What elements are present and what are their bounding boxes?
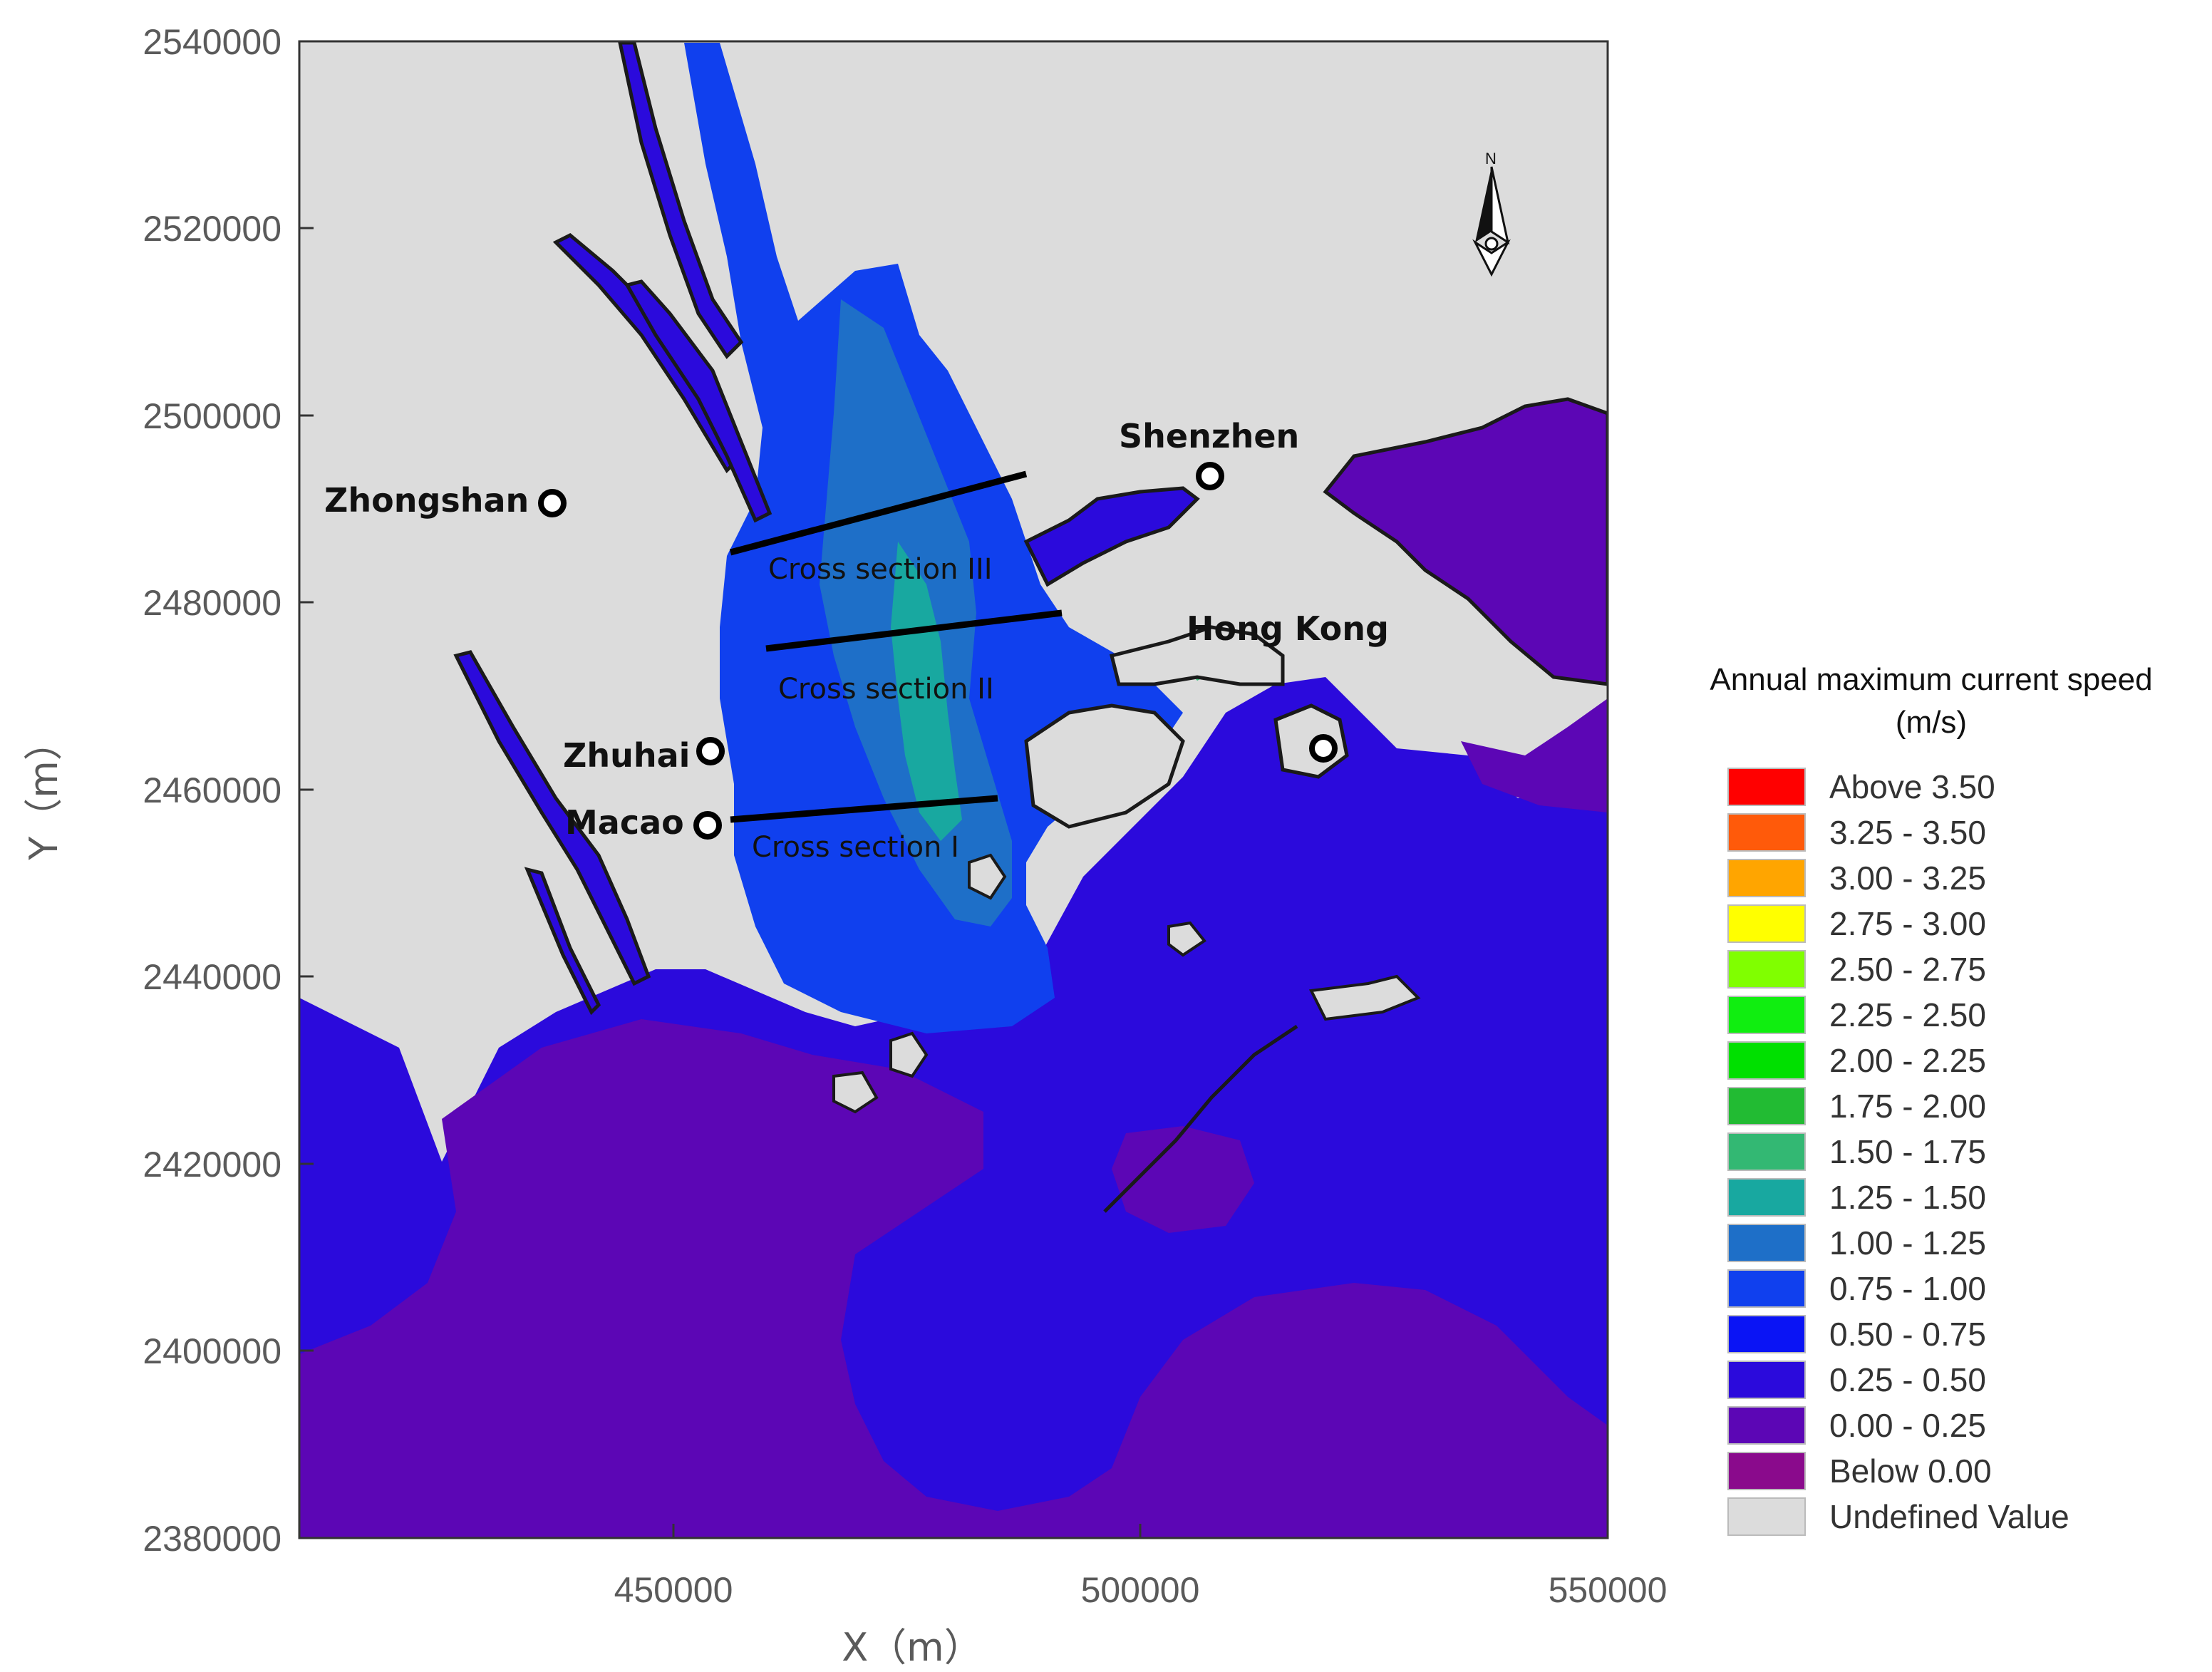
x-tick-label: 500000	[1081, 1570, 1200, 1610]
legend-label: 3.00 - 3.25	[1829, 860, 1986, 897]
mirs-bay	[1323, 397, 1608, 686]
y-tick-label: 2400000	[143, 1331, 281, 1371]
lantau-island	[1024, 703, 1185, 829]
y-tick-label: 2420000	[143, 1145, 281, 1185]
legend-swatch	[1727, 813, 1806, 852]
kowloon-land	[1109, 625, 1285, 686]
channel-zone-faster	[891, 542, 962, 841]
river-channel-north-1	[618, 41, 744, 359]
island-south-2	[832, 1070, 879, 1114]
legend-swatch	[1727, 1132, 1806, 1171]
legend-label: Below 0.00	[1829, 1452, 1992, 1490]
legend-swatch	[1727, 1178, 1806, 1217]
city-label-zhongshan: Zhongshan	[324, 481, 529, 520]
cross-section-3-label: Cross section III	[768, 553, 993, 586]
y-tick-label: 2380000	[143, 1519, 281, 1559]
legend-swatch	[1727, 1406, 1806, 1445]
legend: Annual maximum current speed (m/s) Above…	[1710, 662, 2153, 1536]
cross-section-1-label: Cross section I	[752, 831, 959, 864]
legend-label: 2.75 - 3.00	[1829, 905, 1986, 942]
x-tick-label: 450000	[614, 1570, 733, 1610]
city-marker-zhongshan	[538, 489, 567, 517]
island-chain	[1103, 1024, 1298, 1213]
legend-swatch	[1727, 1224, 1806, 1262]
sea-zone-low-east	[1112, 1126, 1254, 1233]
y-tick-label: 2500000	[143, 396, 281, 436]
legend-label: 1.00 - 1.25	[1829, 1224, 1986, 1261]
city-marker-macao	[693, 811, 722, 840]
legend-label: 0.00 - 0.25	[1829, 1407, 1986, 1444]
legend-label: 3.25 - 3.50	[1829, 814, 1986, 851]
legend-items: Above 3.50 3.25 - 3.50 3.00 - 3.25 2.75 - 3…	[1727, 768, 2069, 1536]
city-label-shenzhen: Shenzhen	[1119, 417, 1299, 455]
sea-zone-low-hk	[1461, 698, 1608, 812]
river-channel-west-1	[453, 650, 651, 986]
island-south-1	[889, 1031, 929, 1078]
legend-swatch	[1727, 1087, 1806, 1125]
legend-swatch	[1727, 1361, 1806, 1399]
city-marker-hong-kong	[1309, 734, 1338, 763]
legend-title-line2: (m/s)	[1896, 705, 1967, 740]
x-tick-label: 550000	[1549, 1570, 1668, 1610]
legend-label: Undefined Value	[1829, 1498, 2069, 1535]
north-label: N	[1485, 150, 1497, 167]
y-tick-label: 2520000	[143, 209, 281, 249]
sea-zone-low-west	[299, 1019, 1608, 1538]
legend-label: 2.25 - 2.50	[1829, 996, 1986, 1033]
legend-label: 2.00 - 2.25	[1829, 1042, 1986, 1079]
legend-label: 0.75 - 1.00	[1829, 1270, 1986, 1307]
legend-swatch	[1727, 996, 1806, 1034]
cross-section-1-line	[730, 795, 998, 823]
island-south-5	[968, 853, 1007, 900]
legend-swatch	[1727, 1041, 1806, 1080]
city-marker-zhuhai	[696, 737, 725, 765]
city-label-hong-kong: Hong Kong	[1187, 609, 1389, 648]
city-marker-shenzhen	[1196, 462, 1224, 490]
legend-swatch	[1727, 1497, 1806, 1536]
legend-swatch	[1727, 768, 1806, 806]
legend-swatch	[1727, 1452, 1806, 1490]
y-tick-label: 2480000	[143, 583, 281, 623]
legend-label: 1.75 - 2.00	[1829, 1088, 1986, 1125]
legend-label: 1.25 - 1.50	[1829, 1179, 1986, 1216]
y-axis: 2540000 2520000 2500000 2480000 2460000 …	[143, 22, 314, 1559]
x-axis-title: X（m）	[842, 1625, 983, 1670]
legend-swatch	[1727, 1269, 1806, 1308]
north-arrow-icon: N	[1472, 150, 1511, 277]
cross-section-2-line	[765, 609, 1063, 652]
legend-swatch	[1727, 1315, 1806, 1353]
legend-label: 0.50 - 0.75	[1829, 1316, 1986, 1353]
legend-label: 0.25 - 0.50	[1829, 1361, 1986, 1398]
cross-section-2-label: Cross section II	[778, 673, 994, 706]
island-south-3	[1308, 974, 1421, 1021]
city-label-macao: Macao	[565, 803, 684, 842]
river-channel-north-3	[624, 279, 772, 523]
legend-label: 1.50 - 1.75	[1829, 1133, 1986, 1170]
y-tick-label: 2460000	[143, 770, 281, 810]
island-south-4	[1167, 921, 1206, 957]
legend-swatch	[1727, 904, 1806, 943]
y-tick-label: 2540000	[143, 22, 281, 62]
cross-section-3-line	[729, 470, 1028, 556]
shenzhen-bay	[1023, 486, 1200, 587]
x-axis: 450000 500000 550000	[614, 1524, 1668, 1610]
legend-swatch	[1727, 859, 1806, 897]
legend-title-line1: Annual maximum current speed	[1710, 662, 2152, 697]
y-axis-title: Y（m）	[21, 722, 66, 861]
y-tick-label: 2440000	[143, 957, 281, 997]
city-label-zhuhai: Zhuhai	[563, 736, 690, 775]
legend-label: Above 3.50	[1829, 768, 1995, 805]
legend-swatch	[1727, 950, 1806, 989]
legend-label: 2.50 - 2.75	[1829, 951, 1986, 988]
river-channel-west-2	[524, 867, 601, 1016]
map-plot-area	[299, 41, 1608, 1538]
